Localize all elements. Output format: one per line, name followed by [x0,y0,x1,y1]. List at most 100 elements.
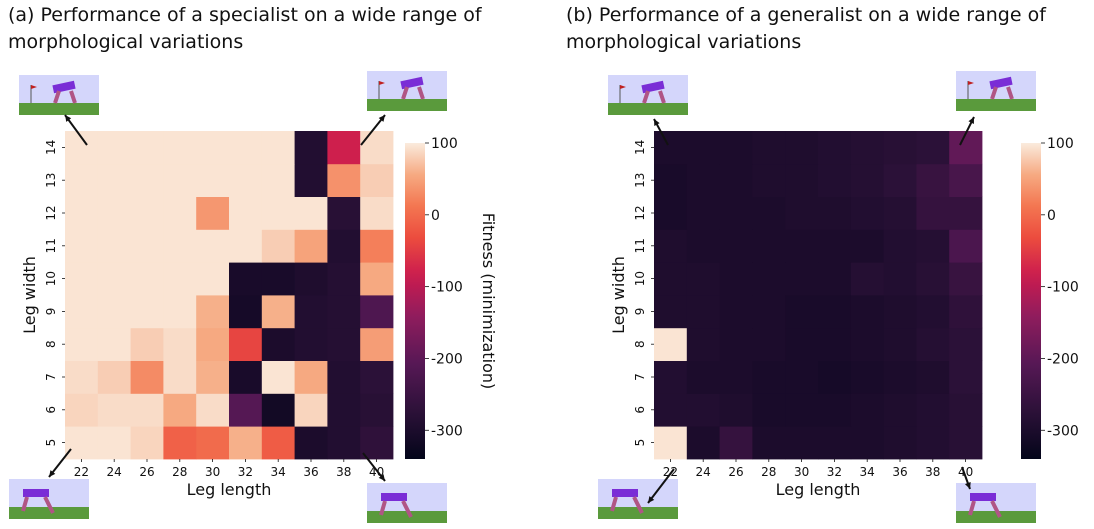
heatmap-cell [229,426,263,460]
arrow-head [648,496,655,503]
heatmap-cell [719,327,753,361]
heatmap-cell [883,426,917,460]
heatmap-cell [785,163,819,197]
heatmap-cell [686,131,720,165]
heatmap-cell [360,360,394,394]
heatmap-cell [261,327,295,361]
heatmap-cell [65,262,99,296]
y-tick-label: 10 [44,271,58,286]
heatmap-cell [654,163,688,197]
heatmap-cell [719,262,753,296]
heatmap-cell [294,196,328,230]
heatmap-cell [97,360,131,394]
heatmap-cell [327,360,361,394]
heatmap-cell [163,426,197,460]
heatmap-cell [850,360,884,394]
robot-leg [401,86,409,100]
x-tick-label: 36 [892,465,907,479]
heatmap-cell [196,163,230,197]
heatmap-cell [97,196,131,230]
heatmap-cell [850,262,884,296]
heatmap-cell [327,163,361,197]
caption-b: (b) Performance of a generalist on a wid… [566,4,1046,53]
heatmap-cell [360,295,394,329]
heatmap-cell [916,295,950,329]
heatmap-cell [196,327,230,361]
heatmap-cell [360,131,394,165]
heatmap-cell [163,327,197,361]
heatmap-cell [229,393,263,427]
heatmap-cell [229,360,263,394]
heatmap-cell [785,426,819,460]
x-tick-label: 34 [271,465,286,479]
y-tick-label: 7 [44,373,58,381]
heatmap-cell [949,229,983,263]
heatmap-cell [752,163,786,197]
heatmap-cell [949,196,983,230]
colorbar-label: Fitness (minimization) [479,213,498,389]
arrow-line [360,114,386,146]
heatmap-cell [785,262,819,296]
heatmap-cell [719,163,753,197]
heatmap-cell [883,295,917,329]
robot-leg [43,496,55,514]
robot-leg [642,90,650,104]
heatmap-cell [163,393,197,427]
heatmap-cell [818,262,852,296]
heatmap-cell [752,327,786,361]
heatmap-cell [130,131,164,165]
heatmap-cell [916,196,950,230]
y-tick-label: 14 [44,140,58,155]
x-tick-label: 28 [172,465,187,479]
heatmap-cell [916,163,950,197]
colorbar-tick-label: -300 [1047,423,1079,439]
heatmap-cell [360,163,394,197]
heatmap-cell [785,360,819,394]
heatmap-cell [916,393,950,427]
heatmap-cell [752,426,786,460]
heatmap-cell [229,327,263,361]
x-tick-label: 38 [336,465,351,479]
heatmap-cell [65,426,99,460]
x-tick-label: 32 [827,465,842,479]
ground-strip [598,507,678,519]
heatmap-cell [883,393,917,427]
ground-strip [608,103,688,115]
heatmap-cell [65,196,99,230]
colorbar-tick-label: 0 [431,208,440,224]
heatmap-cell [654,196,688,230]
heatmap-cell [229,262,263,296]
heatmap-cell [294,262,328,296]
arrow-head [65,115,72,122]
heatmap-cell [261,196,295,230]
thumb-top-left [19,75,99,115]
x-tick-label: 34 [860,465,875,479]
heatmap-cell [261,229,295,263]
heatmap-cell [818,393,852,427]
heatmap-cell [850,327,884,361]
robot-leg [990,500,1002,518]
heatmap-cell [785,295,819,329]
y-tick-label: 9 [633,308,647,316]
ground-strip [367,511,447,523]
x-tick-label: 22 [663,465,678,479]
heatmap-cell [163,131,197,165]
y-tick-label: 12 [633,205,647,220]
heatmap-cell [261,163,295,197]
heatmap-cell [850,163,884,197]
robot-leg [632,496,644,514]
heatmap-cell [229,163,263,197]
heatmap-cell [785,327,819,361]
heatmap-cell [196,393,230,427]
heatmap-cell [130,262,164,296]
ground-strip [19,103,99,115]
robot-body [400,76,424,90]
thumb-top-right [367,71,447,111]
heatmap-cell [818,229,852,263]
heatmap-cell [818,163,852,197]
x-tick-label: 32 [238,465,253,479]
x-axis-label: Leg length [187,480,272,499]
ground-strip [367,99,447,111]
robot-leg [610,496,618,512]
caption-a: (a) Performance of a specialist on a wid… [8,4,482,53]
